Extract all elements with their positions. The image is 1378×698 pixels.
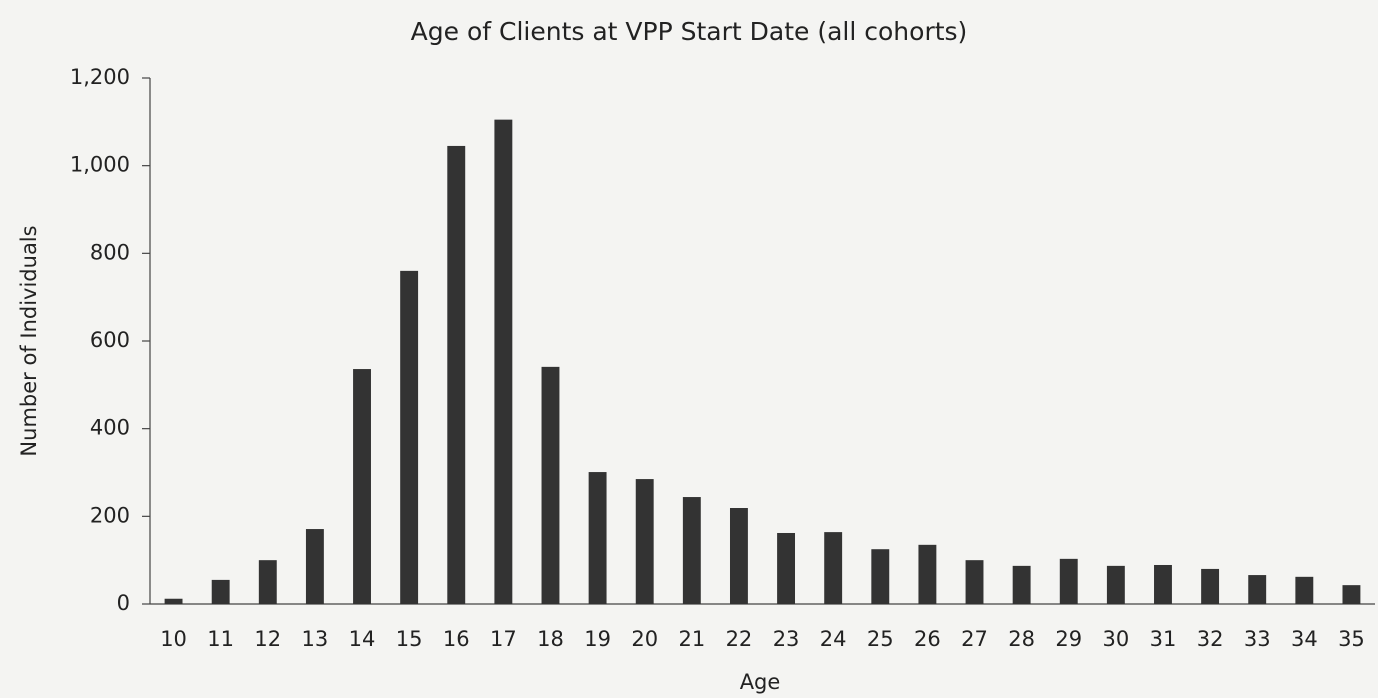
bar <box>1012 565 1031 604</box>
y-axis-label: Number of Individuals <box>17 225 41 456</box>
x-tick-label: 26 <box>914 627 941 651</box>
x-tick-label: 15 <box>396 627 423 651</box>
x-tick-label: 16 <box>443 627 470 651</box>
bar <box>918 544 937 604</box>
x-tick-label: 32 <box>1197 627 1224 651</box>
x-tick-label: 19 <box>584 627 611 651</box>
bar <box>729 508 748 604</box>
x-tick-label: 10 <box>160 627 187 651</box>
x-tick-label: 28 <box>1008 627 1035 651</box>
y-tick-label: 400 <box>90 416 130 440</box>
chart-title: Age of Clients at VPP Start Date (all co… <box>411 17 968 46</box>
bar <box>211 579 230 604</box>
bar <box>1201 568 1220 604</box>
x-tick-label: 25 <box>867 627 894 651</box>
x-tick-label: 14 <box>349 627 376 651</box>
y-tick-label: 1,200 <box>70 65 130 89</box>
x-tick-label: 33 <box>1244 627 1271 651</box>
x-tick-label: 20 <box>631 627 658 651</box>
x-axis-label: Age <box>740 670 781 694</box>
x-tick-label: 17 <box>490 627 517 651</box>
bar <box>1295 576 1314 604</box>
x-tick-label: 30 <box>1102 627 1129 651</box>
x-tick-label: 22 <box>726 627 753 651</box>
y-tick-label: 800 <box>90 240 130 264</box>
bar <box>400 270 419 604</box>
bar <box>305 529 324 604</box>
bar <box>871 549 890 604</box>
bar <box>635 479 654 604</box>
bar <box>1059 558 1078 604</box>
bar <box>1154 564 1172 604</box>
x-tick-label: 11 <box>207 627 234 651</box>
bar <box>164 598 183 604</box>
y-tick-label: 200 <box>90 503 130 527</box>
x-tick-label: 21 <box>678 627 705 651</box>
bar <box>965 560 984 604</box>
x-tick-label: 35 <box>1338 627 1365 651</box>
x-tick-label: 12 <box>254 627 281 651</box>
bar <box>353 369 371 604</box>
bar <box>824 532 843 604</box>
bar <box>1342 585 1361 604</box>
bar <box>777 532 796 604</box>
bar <box>541 366 560 604</box>
bar <box>494 119 513 605</box>
y-tick-label: 0 <box>117 591 130 615</box>
y-tick-label: 600 <box>90 328 130 352</box>
bar <box>682 497 701 604</box>
x-tick-label: 13 <box>302 627 329 651</box>
x-tick-label: 24 <box>820 627 847 651</box>
y-tick-label: 1,000 <box>70 153 130 177</box>
bar <box>1248 575 1267 604</box>
bar <box>588 472 607 604</box>
x-tick-label: 27 <box>961 627 988 651</box>
x-tick-label: 29 <box>1055 627 1082 651</box>
x-tick-label: 23 <box>773 627 800 651</box>
x-tick-label: 31 <box>1150 627 1177 651</box>
x-tick-label: 18 <box>537 627 564 651</box>
x-tick-label: 34 <box>1291 627 1318 651</box>
bar <box>447 145 466 605</box>
bar <box>258 560 277 604</box>
bar <box>1106 565 1125 604</box>
